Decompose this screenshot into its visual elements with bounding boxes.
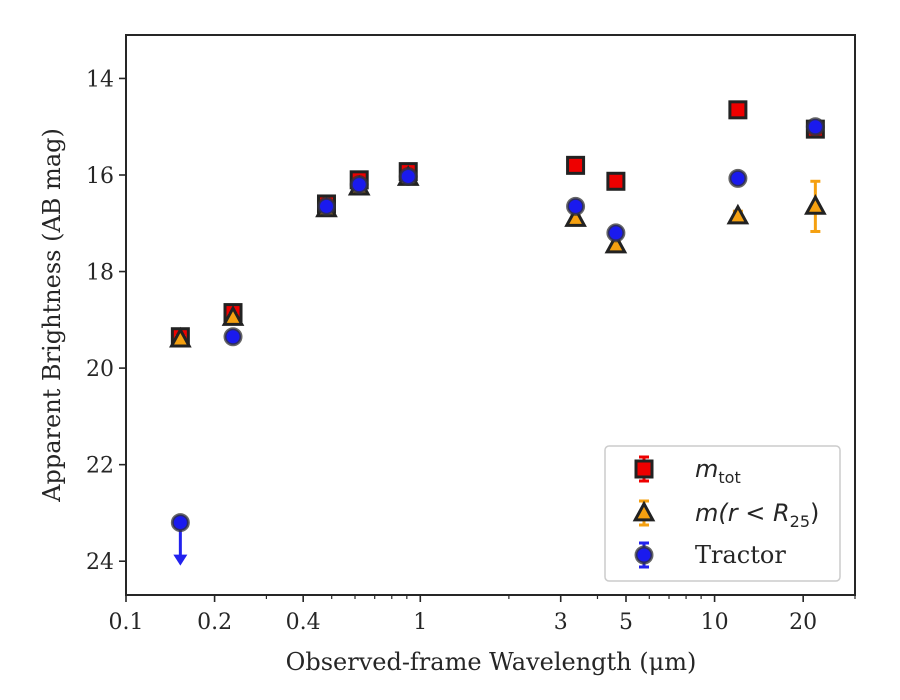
x-tick-label: 1 bbox=[413, 610, 427, 635]
marker-square bbox=[566, 155, 586, 175]
data-point-mR25 bbox=[804, 179, 827, 233]
legend-marker-circle bbox=[634, 545, 654, 565]
marker-square bbox=[728, 100, 748, 120]
data-point-mR25 bbox=[604, 232, 628, 254]
data-point-tractor bbox=[223, 327, 243, 347]
y-tick-label: 18 bbox=[86, 261, 114, 286]
legend-entry-mtot: mtot bbox=[634, 455, 741, 487]
data-point-tractor bbox=[566, 196, 586, 216]
legend: mtot m(r < R25) Tractor bbox=[604, 445, 841, 582]
x-tick-label: 0.1 bbox=[109, 610, 144, 635]
series-tractor bbox=[170, 117, 825, 566]
marker-triangle bbox=[804, 194, 827, 215]
data-point-tractor bbox=[728, 168, 748, 188]
legend-label: mtot bbox=[695, 455, 741, 487]
marker-circle bbox=[170, 513, 190, 533]
plot-border bbox=[125, 34, 856, 596]
data-point-mR25 bbox=[169, 326, 192, 348]
x-tick-label: 0.4 bbox=[286, 610, 321, 635]
marker-circle bbox=[349, 175, 369, 195]
marker-circle bbox=[223, 327, 243, 347]
y-tick-label: 16 bbox=[86, 164, 114, 189]
legend-entry-tractor: Tractor bbox=[634, 541, 786, 569]
marker-circle bbox=[398, 166, 418, 186]
marker-circle bbox=[606, 223, 626, 243]
legend-marker-square bbox=[634, 459, 654, 479]
x-tick-label: 0.2 bbox=[197, 610, 232, 635]
plot-data bbox=[169, 100, 827, 566]
data-point-tractor bbox=[606, 223, 626, 243]
y-tick-label: 14 bbox=[86, 67, 114, 92]
x-tick-label: 20 bbox=[789, 610, 817, 635]
marker-triangle bbox=[604, 232, 628, 254]
marker-triangle bbox=[726, 203, 750, 225]
marker-circle bbox=[728, 168, 748, 188]
marker-triangle bbox=[221, 305, 245, 326]
data-point-tractor bbox=[349, 175, 369, 195]
y-axis-label: Apparent Brightness (AB mag) bbox=[38, 128, 66, 503]
marker-triangle bbox=[169, 326, 192, 348]
data-point-tractor bbox=[170, 513, 190, 566]
y-tick-label: 22 bbox=[86, 454, 114, 479]
x-tick-label: 10 bbox=[701, 610, 729, 635]
data-point-mtot bbox=[566, 155, 586, 175]
x-axis-label: Observed-frame Wavelength (μm) bbox=[286, 648, 697, 676]
series-mR25 bbox=[169, 165, 827, 348]
series-mtot bbox=[170, 100, 825, 347]
axes: 0.1 0.2 0.4 1 3 5 10 20 14 16 18 20 22 24 bbox=[86, 67, 856, 635]
legend-box bbox=[604, 445, 841, 582]
legend-label: Tractor bbox=[695, 541, 786, 569]
marker-circle bbox=[805, 117, 825, 137]
y-tick-label: 24 bbox=[86, 550, 114, 575]
data-point-mtot bbox=[728, 100, 748, 120]
upper-limit-arrow-head bbox=[173, 554, 188, 566]
data-point-tractor bbox=[805, 117, 825, 137]
y-tick-label: 20 bbox=[86, 357, 114, 382]
marker-circle bbox=[316, 196, 336, 216]
x-tick-label: 3 bbox=[554, 610, 568, 635]
data-point-mtot bbox=[606, 171, 626, 191]
marker-square bbox=[606, 171, 626, 191]
data-point-mR25 bbox=[726, 203, 750, 225]
x-tick-label: 5 bbox=[619, 610, 633, 635]
data-point-mR25 bbox=[221, 305, 245, 326]
marker-triangle bbox=[564, 206, 587, 227]
legend-marker-triangle bbox=[632, 500, 656, 522]
marker-circle bbox=[566, 196, 586, 216]
data-point-mR25 bbox=[564, 206, 587, 227]
plot-frame bbox=[125, 34, 856, 596]
legend-label: m(r < R25) bbox=[695, 499, 819, 531]
data-point-tractor bbox=[316, 196, 336, 216]
legend-entry-mR25: m(r < R25) bbox=[632, 499, 819, 531]
data-point-tractor bbox=[398, 166, 418, 186]
